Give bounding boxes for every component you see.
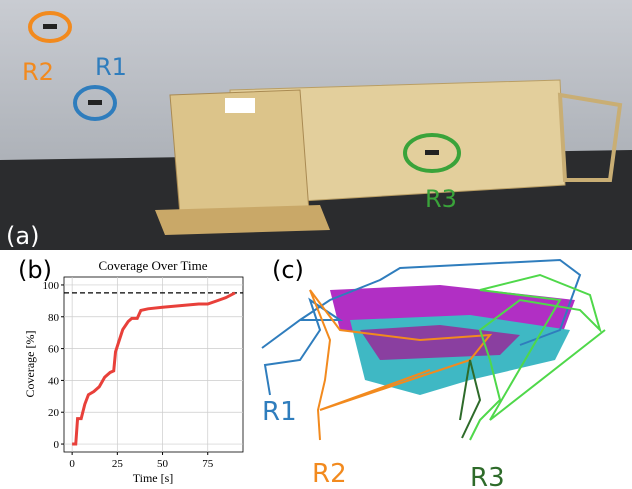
y-tick-label: 80 (48, 312, 60, 324)
y-tick-label: 60 (48, 344, 60, 356)
y-tick-label: 0 (54, 439, 60, 451)
x-tick-label: 75 (202, 458, 214, 470)
panel-label: (a) (6, 222, 39, 250)
photo (0, 0, 632, 250)
plot-frame (64, 277, 243, 452)
page: (a)(b)(c)R2R1R3R1R2R3 Coverage Over Time… (0, 0, 632, 489)
y-tick-label: 100 (43, 280, 60, 292)
robot-label: R3 (470, 463, 505, 489)
x-tick-label: 50 (157, 458, 169, 470)
base (155, 205, 330, 235)
drone (425, 150, 439, 155)
drone (88, 100, 102, 105)
y-axis-label: Coverage [%] (23, 331, 37, 398)
robot-label: R1 (95, 53, 127, 81)
sign (225, 98, 255, 113)
chart-title: Coverage Over Time (98, 258, 207, 273)
x-tick-label: 0 (69, 458, 75, 470)
y-tick-label: 40 (48, 375, 60, 387)
data-line (72, 293, 235, 444)
robot-label: R3 (425, 185, 457, 213)
y-tick-label: 20 (48, 407, 60, 419)
x-tick-label: 25 (112, 458, 124, 470)
panel-label: (c) (272, 256, 304, 284)
robot-label: R1 (262, 397, 297, 427)
figure: (a)(b)(c)R2R1R3R1R2R3 Coverage Over Time… (0, 0, 632, 489)
x-axis-label: Time [s] (133, 471, 174, 485)
3d-plot (262, 260, 605, 440)
drone (43, 24, 57, 29)
chart: Coverage Over Time Time [s] Coverage [%]… (23, 258, 243, 485)
robot-label: R2 (22, 58, 54, 86)
robot-label: R2 (312, 459, 347, 489)
